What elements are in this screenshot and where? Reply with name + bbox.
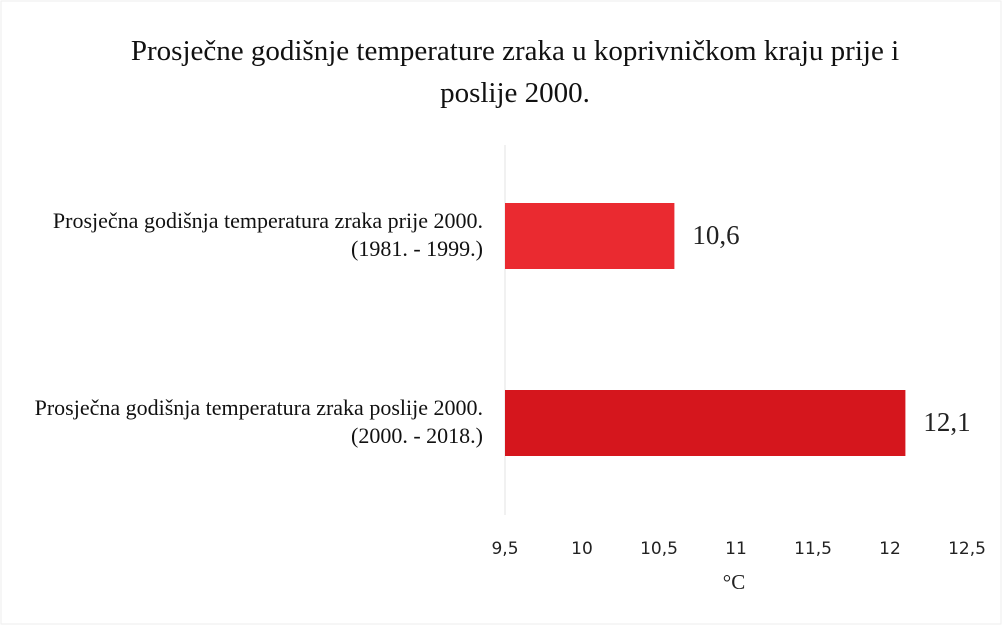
value-label: 10,6	[692, 220, 739, 250]
value-label: 12,1	[923, 407, 970, 437]
bar	[505, 203, 675, 269]
x-tick-label: 9,5	[491, 539, 518, 559]
category-label: Prosječna godišnja temperatura zraka pos…	[34, 395, 483, 448]
category-label: Prosječna godišnja temperatura zraka pri…	[52, 208, 483, 261]
chart-title: Prosječne godišnje temperature zraka u k…	[130, 35, 900, 109]
x-tick-label: 10,5	[640, 539, 678, 559]
x-tick-label: 12,5	[948, 539, 986, 559]
x-tick-label: 11,5	[794, 539, 832, 559]
x-tick-label: 10	[571, 539, 593, 559]
x-axis-label: °C	[723, 570, 745, 594]
x-tick-label: 11	[725, 539, 747, 559]
x-tick-label: 12	[879, 539, 901, 559]
bar	[505, 390, 906, 456]
